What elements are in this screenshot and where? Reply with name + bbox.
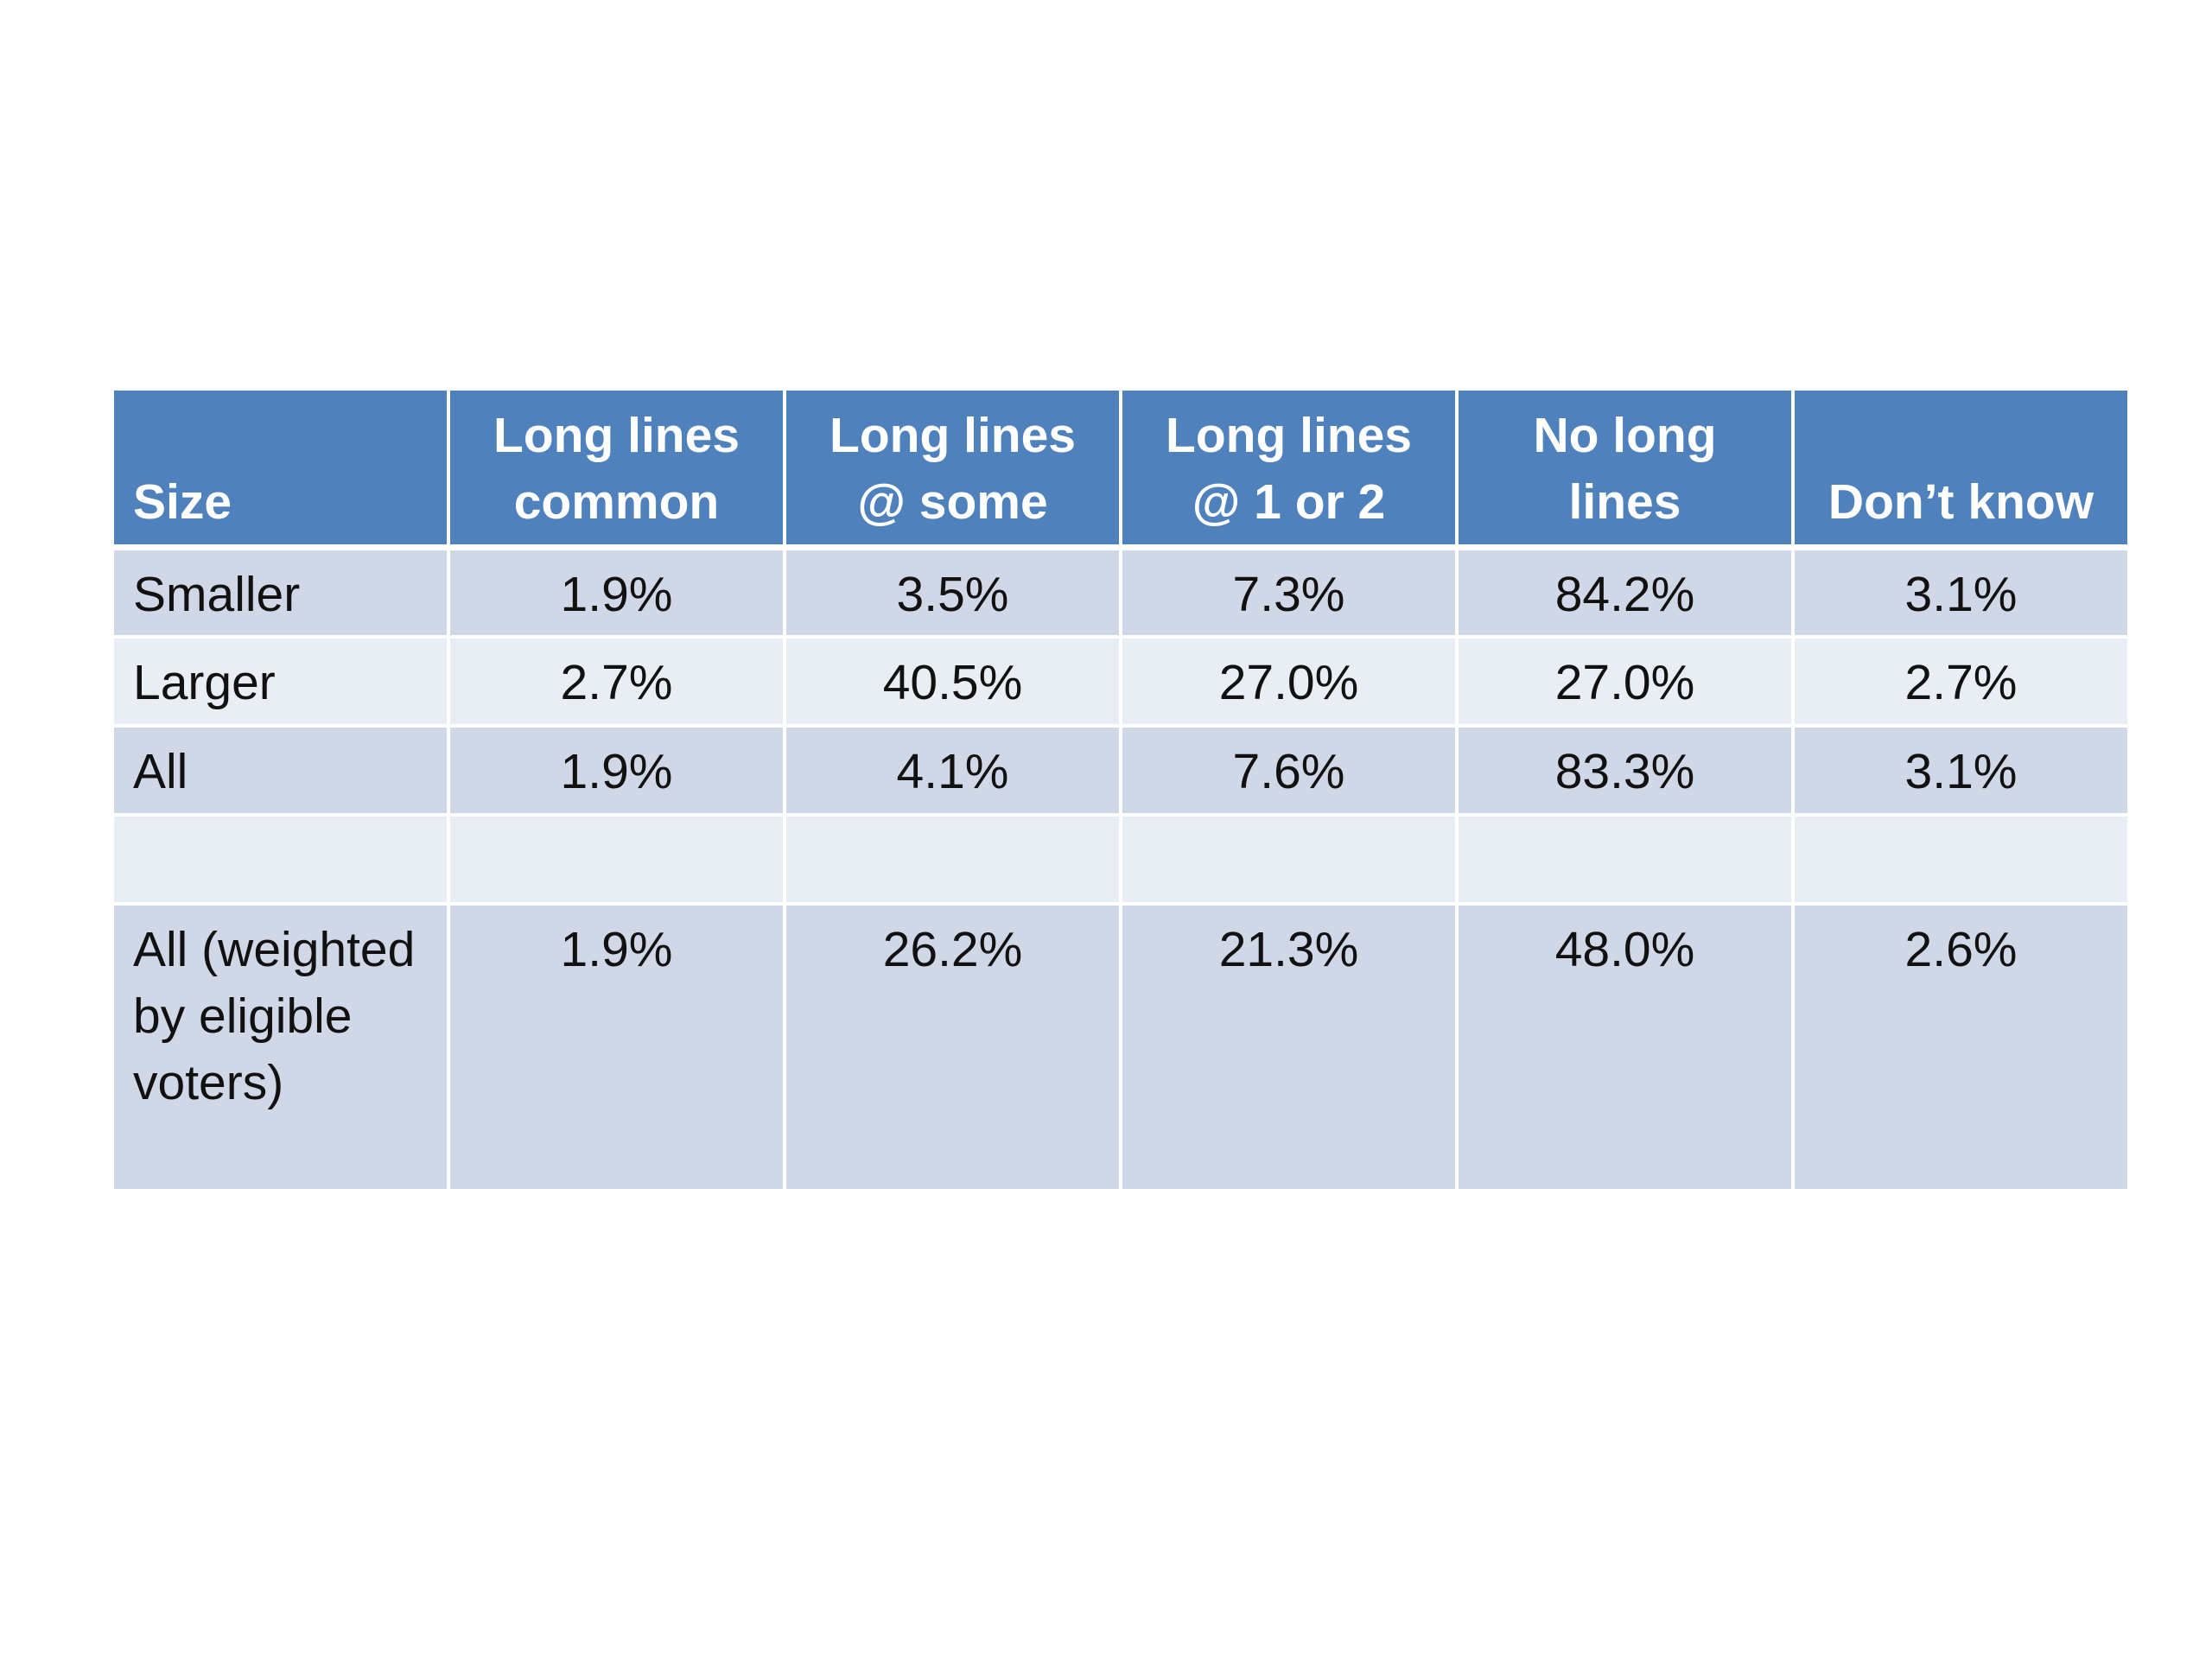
table-cell: 3.5%: [783, 545, 1122, 639]
table-row-empty: [111, 812, 2131, 906]
table-cell: [447, 812, 786, 906]
table-row-smaller: Smaller 1.9% 3.5% 7.3% 84.2% 3.1%: [111, 545, 2131, 639]
header-row: Size Long lines common Long lines @ some…: [111, 387, 2131, 550]
table-cell: 27.0%: [1119, 634, 1459, 728]
header-long-lines-some: Long lines @ some: [783, 387, 1122, 550]
table-row-all: All 1.9% 4.1% 7.6% 83.3% 3.1%: [111, 723, 2131, 817]
header-long-lines-common: Long lines common: [447, 387, 786, 550]
table-row-larger: Larger 2.7% 40.5% 27.0% 27.0% 2.7%: [111, 634, 2131, 728]
table-cell: [1791, 812, 2131, 906]
row-label: All (weighted by eligible voters): [111, 901, 450, 1192]
header-dont-know: Don’t know: [1791, 387, 2131, 550]
table-cell: 40.5%: [783, 634, 1122, 728]
header-size: Size: [111, 387, 450, 550]
table-cell: 4.1%: [783, 723, 1122, 817]
table-cell: [1455, 812, 1795, 906]
table-cell: 84.2%: [1455, 545, 1795, 639]
results-table: Size Long lines common Long lines @ some…: [111, 387, 2131, 1192]
table-cell: 2.7%: [1791, 634, 2131, 728]
table-cell: 2.6%: [1791, 901, 2131, 1192]
row-label: Smaller: [111, 545, 450, 639]
table-row-all-weighted: All (weighted by eligible voters) 1.9% 2…: [111, 901, 2131, 1192]
table-cell: 1.9%: [447, 723, 786, 817]
table-cell: 2.7%: [447, 634, 786, 728]
table-cell: 27.0%: [1455, 634, 1795, 728]
table-cell: [783, 812, 1122, 906]
header-long-lines-1-or-2: Long lines @ 1 or 2: [1119, 387, 1459, 550]
table-cell: 48.0%: [1455, 901, 1795, 1192]
table-cell: 1.9%: [447, 545, 786, 639]
table-cell: 83.3%: [1455, 723, 1795, 817]
table-cell: 7.3%: [1119, 545, 1459, 639]
table-cell: 26.2%: [783, 901, 1122, 1192]
table-cell: 1.9%: [447, 901, 786, 1192]
header-no-long-lines: No long lines: [1455, 387, 1795, 550]
table-cell: 21.3%: [1119, 901, 1459, 1192]
row-label: [111, 812, 450, 906]
table-cell: 3.1%: [1791, 723, 2131, 817]
table-cell: 3.1%: [1791, 545, 2131, 639]
row-label: All: [111, 723, 450, 817]
table-cell: 7.6%: [1119, 723, 1459, 817]
table-cell: [1119, 812, 1459, 906]
row-label: Larger: [111, 634, 450, 728]
